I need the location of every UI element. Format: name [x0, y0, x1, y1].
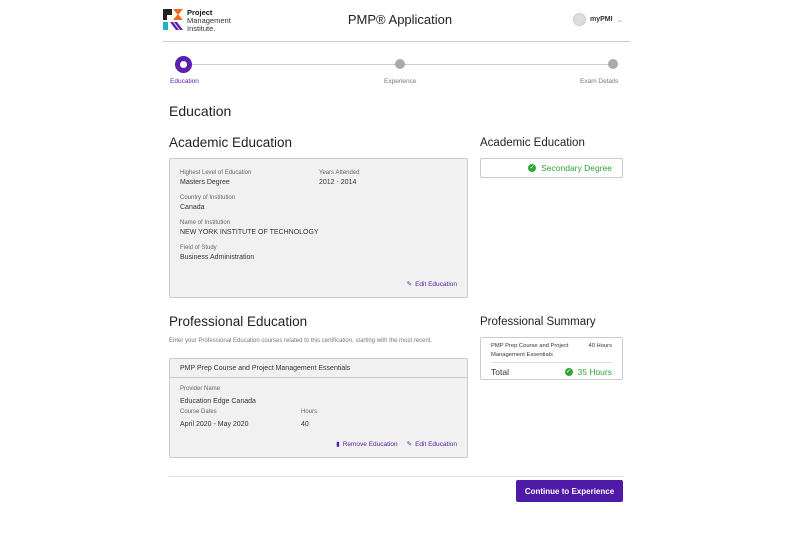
chevron-down-icon: ⌄: [616, 16, 623, 24]
edit-label: Edit Education: [415, 280, 457, 288]
page-title: Education: [169, 103, 232, 119]
remove-education-button[interactable]: ▮ Remove Education: [336, 440, 398, 449]
academic-summary-card: ✓ Secondary Degree: [480, 158, 623, 178]
dates-label: Course Dates: [180, 409, 217, 415]
institution-label: Name of Institution: [180, 220, 231, 226]
edit-academic-button[interactable]: ✎ Edit Education: [406, 280, 457, 289]
step-exam-label[interactable]: Exam Details: [580, 78, 619, 85]
edit-professional-button[interactable]: ✎ Edit Education: [406, 440, 457, 449]
professional-intro: Enter your Professional Education course…: [169, 338, 433, 344]
dates-value: April 2020 - May 2020: [180, 421, 249, 428]
course-title: PMP Prep Course and Project Management E…: [170, 359, 467, 378]
institution-value: NEW YORK INSTITUTE OF TECHNOLOGY: [180, 229, 319, 236]
step-experience-dot[interactable]: [395, 59, 405, 69]
professional-summary-card: PMP Prep Course and Project Management E…: [480, 337, 623, 380]
logo-line3: Institute.: [187, 24, 216, 33]
country-value: Canada: [180, 204, 205, 211]
pencil-icon: ✎: [406, 281, 413, 288]
remove-label: Remove Education: [342, 440, 398, 448]
field-label: Field of Study: [180, 245, 217, 251]
logo-line2: Management: [187, 16, 231, 25]
professional-heading: Professional Education: [169, 314, 308, 329]
academic-summary-heading: Academic Education: [480, 137, 585, 149]
check-circle-icon: ✓: [564, 368, 573, 376]
pmi-logo[interactable]: Project Management Institute.: [163, 9, 231, 33]
provider-label: Provider Name: [180, 386, 221, 392]
years-label: Years Attended: [319, 170, 360, 176]
footer-divider: [169, 476, 623, 477]
country-label: Country of Institution: [180, 195, 236, 201]
logo-line1: Project: [187, 8, 213, 17]
provider-value: Education Edge Canada: [180, 398, 256, 405]
avatar: [573, 13, 586, 26]
level-label: Highest Level of Education: [180, 170, 252, 176]
step-exam-dot[interactable]: [608, 59, 618, 69]
page-header-title: PMP® Application: [347, 12, 453, 27]
user-label: myPMI: [590, 16, 613, 23]
header-divider: [163, 41, 630, 42]
user-menu[interactable]: myPMI ⌄: [573, 13, 622, 26]
academic-card: Highest Level of Education Masters Degre…: [169, 158, 468, 298]
total-value: 35 Hours: [577, 367, 613, 377]
summary-item-hours: 40 Hours: [588, 343, 612, 349]
field-value: Business Administration: [180, 254, 255, 261]
summary-item-name: PMP Prep Course and Project Management E…: [491, 343, 569, 358]
professional-course-card: PMP Prep Course and Project Management E…: [169, 358, 468, 458]
total-label: Total: [491, 367, 509, 377]
continue-button[interactable]: Continue to Experience: [516, 480, 623, 502]
pencil-icon: ✎: [406, 441, 413, 448]
degree-status: Secondary Degree: [541, 163, 612, 173]
check-circle-icon: ✓: [528, 164, 537, 172]
edit-label: Edit Education: [415, 440, 457, 448]
years-value: 2012 - 2014: [319, 179, 357, 186]
professional-summary-heading: Professional Summary: [480, 316, 596, 328]
step-education-dot[interactable]: [175, 56, 192, 73]
pmi-logo-icon: [163, 9, 183, 30]
hours-value: 40: [301, 421, 309, 428]
trash-icon: ▮: [336, 441, 340, 448]
level-value: Masters Degree: [180, 179, 230, 186]
step-experience-label[interactable]: Experience: [384, 78, 417, 85]
academic-heading: Academic Education: [169, 135, 293, 150]
step-education-label[interactable]: Education: [170, 78, 199, 85]
hours-label: Hours: [301, 409, 318, 415]
